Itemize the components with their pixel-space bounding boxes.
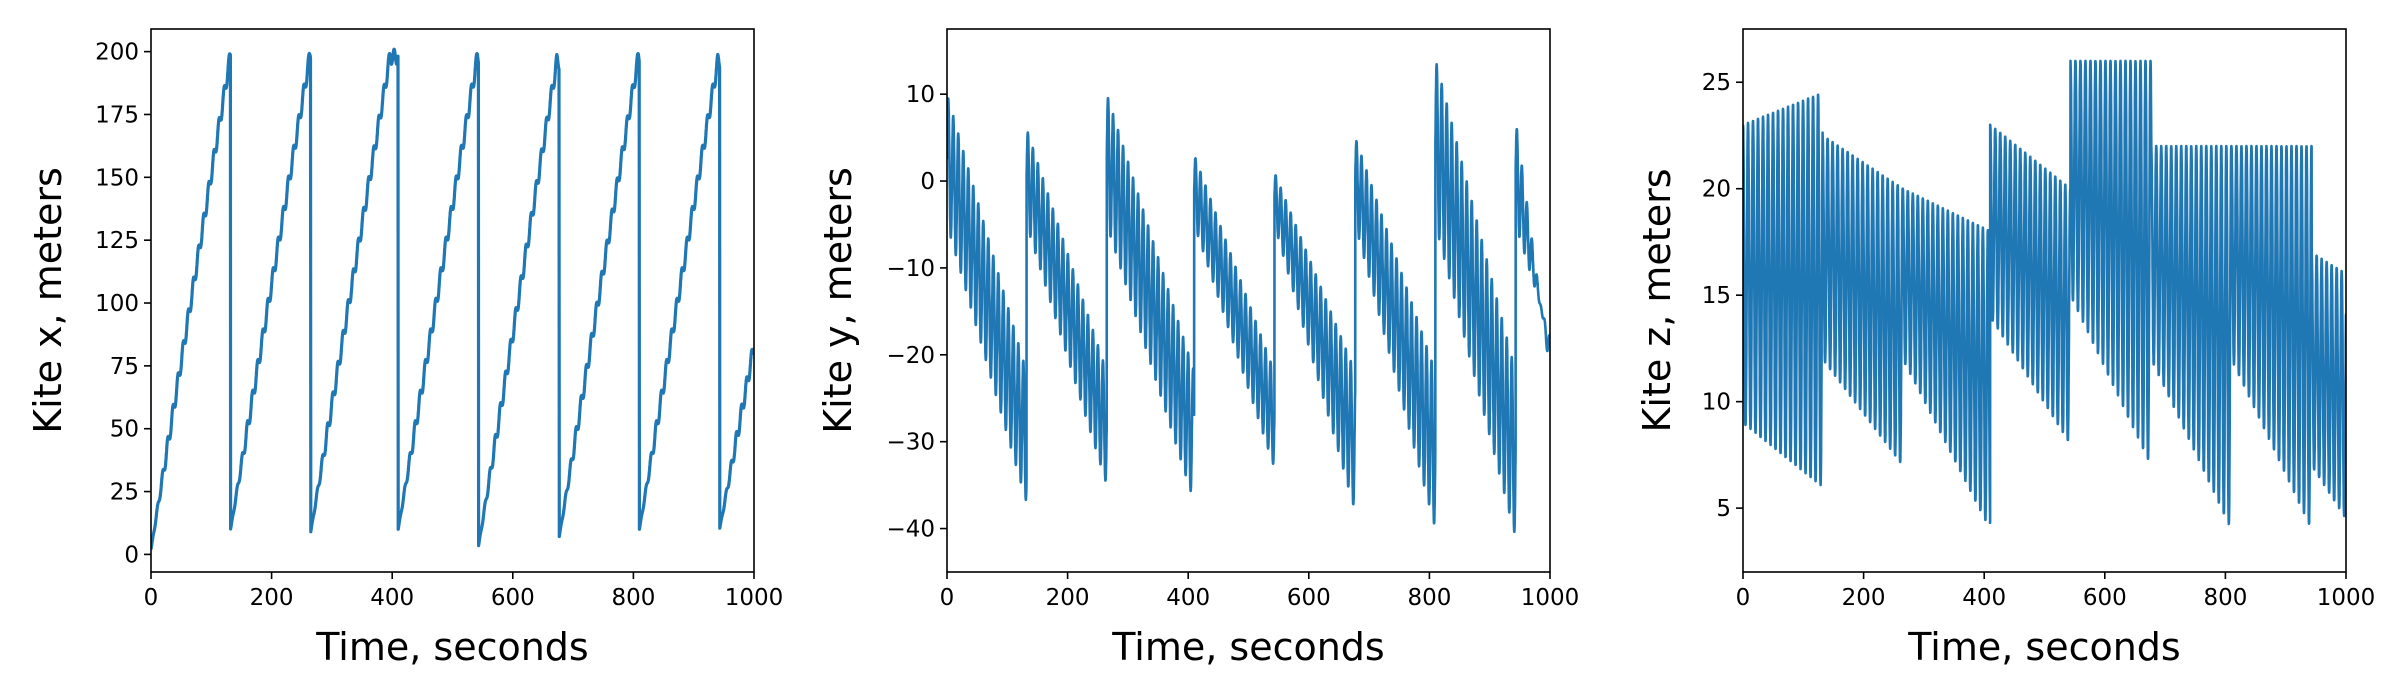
x-tick-label: 200 [1842, 585, 1886, 611]
y-tick-label: −30 [886, 430, 935, 456]
y-tick-label: 25 [110, 480, 139, 506]
x-tick-label: 200 [250, 585, 294, 611]
x-axis-label: Time, seconds [1907, 625, 2180, 669]
x-axis-label: Time, seconds [1111, 625, 1384, 669]
y-tick-label: −40 [886, 517, 935, 543]
series-line [151, 47, 754, 550]
series-line [947, 63, 1550, 534]
x-tick-label: 0 [144, 585, 159, 611]
y-tick-label: 10 [906, 82, 935, 108]
plot-frame [1742, 28, 2347, 573]
plot-frame [946, 28, 1551, 573]
x-axis-label: Time, seconds [315, 625, 588, 669]
y-tick-label: 150 [95, 165, 139, 191]
x-tick-label: 600 [1287, 585, 1331, 611]
x-tick-label: 400 [1962, 585, 2006, 611]
y-tick-label: 10 [1702, 390, 1731, 416]
y-tick-label: 200 [95, 40, 139, 66]
y-tick-label: 125 [95, 228, 139, 254]
x-tick-label: 400 [1166, 585, 1210, 611]
x-tick-label: 600 [2083, 585, 2127, 611]
x-tick-label: 1000 [2317, 585, 2376, 611]
y-tick-label: 25 [1702, 70, 1731, 96]
y-tick-label: 20 [1702, 177, 1731, 203]
y-tick-label: −20 [886, 343, 935, 369]
x-tick-label: 1000 [1521, 585, 1580, 611]
y-tick-label: 75 [110, 354, 139, 380]
y-tick-label: 0 [920, 169, 935, 195]
x-tick-label: 800 [1407, 585, 1451, 611]
y-tick-label: 175 [95, 102, 139, 128]
chart-panel-kite-y: 0 200 400 600 800 1000 10 0 −10 −20 −30 −40 Time, se… [816, 28, 1580, 669]
chart-panel-kite-z: 0 200 400 600 800 1000 5 10 15 20 25 Time, seconds K… [1635, 28, 2376, 669]
y-axis-label: Kite y, meters [816, 167, 860, 434]
chart-panel-kite-x: 0 200 400 600 800 1000 0 25 50 75 100 125 150 175 200 T… [26, 28, 784, 669]
x-tick-label: 0 [1736, 585, 1751, 611]
y-tick-label: 0 [124, 542, 139, 568]
y-tick-label: 50 [110, 417, 139, 443]
y-tick-label: −10 [886, 256, 935, 282]
x-tick-label: 400 [370, 585, 414, 611]
x-tick-label: 0 [940, 585, 955, 611]
x-tick-label: 800 [611, 585, 655, 611]
series-line [1743, 59, 2346, 526]
plot-frame [150, 28, 755, 573]
x-tick-label: 200 [1046, 585, 1090, 611]
y-tick-label: 15 [1702, 283, 1731, 309]
y-axis-label: Kite z, meters [1635, 168, 1679, 432]
x-tick-label: 1000 [725, 585, 784, 611]
y-tick-label: 100 [95, 291, 139, 317]
x-tick-label: 800 [2203, 585, 2247, 611]
y-axis-label: Kite x, meters [26, 167, 70, 434]
x-tick-label: 600 [491, 585, 535, 611]
y-tick-label: 5 [1716, 496, 1731, 522]
